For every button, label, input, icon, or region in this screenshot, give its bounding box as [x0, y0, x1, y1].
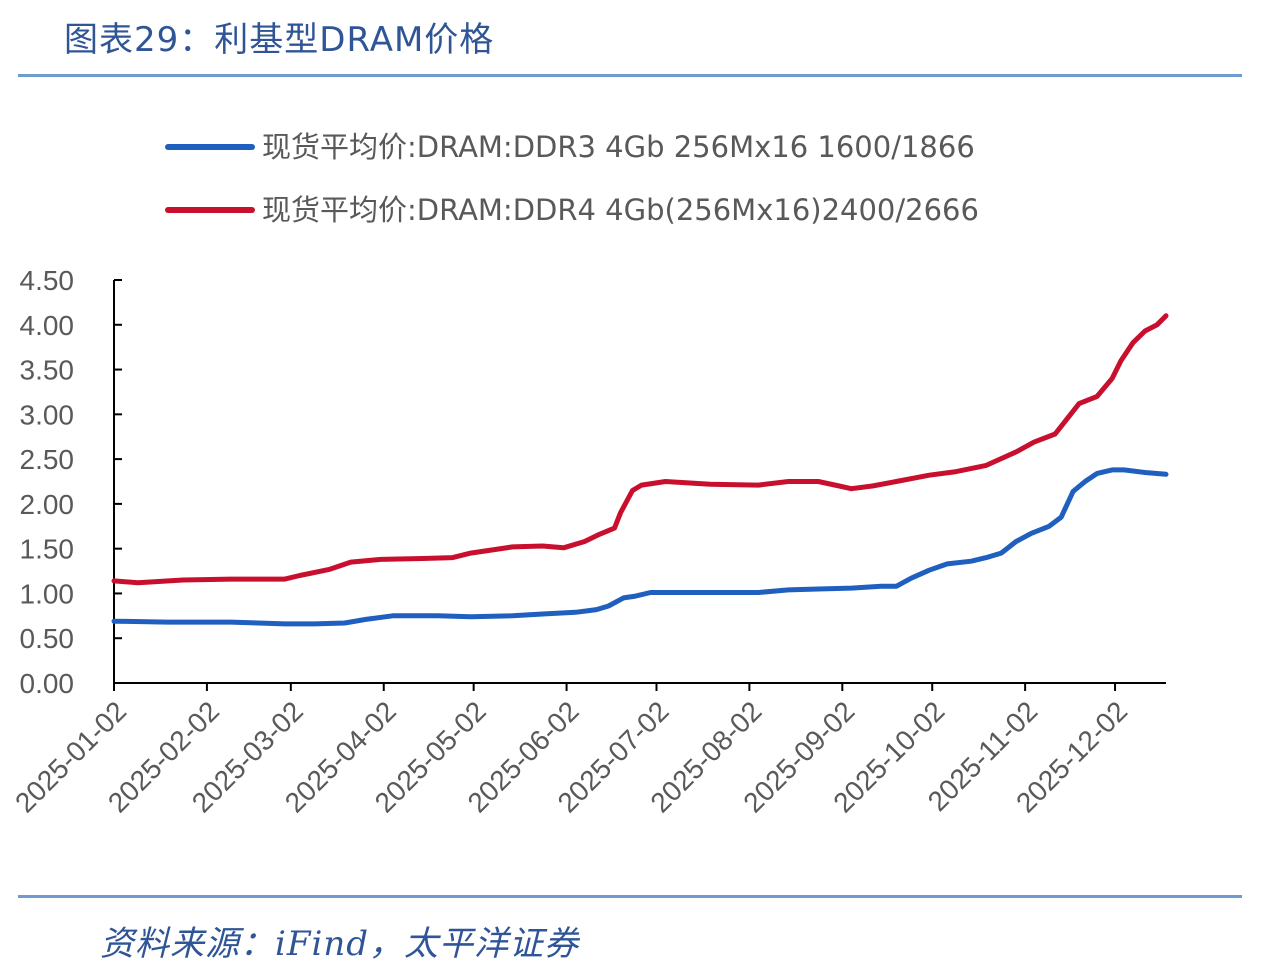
y-tick-label: 4.50 [20, 265, 75, 296]
figure-title: 图表29：利基型DRAM价格 [64, 20, 495, 60]
y-tick-label: 3.00 [20, 399, 75, 430]
source-divider [18, 895, 1242, 898]
title-divider [18, 74, 1242, 77]
y-tick-label: 0.50 [20, 623, 75, 654]
y-tick-label: 2.50 [20, 444, 75, 475]
chart-legend: 现货平均价:DRAM:DDR3 4Gb 256Mx16 1600/1866 现货平… [165, 130, 979, 227]
series-line-ddr4 [111, 313, 1169, 586]
plot-area: 0.00 0.50 1.00 1.50 2.00 2.50 3.00 3.50 4.00 4.50… [9, 265, 1169, 819]
y-tick-label: 0.00 [20, 668, 75, 699]
y-tick-label: 1.00 [20, 578, 75, 609]
legend-label: 现货平均价:DRAM:DDR3 4Gb 256Mx16 1600/1866 [262, 130, 975, 164]
y-tick-label: 4.00 [20, 310, 75, 341]
series-line-ddr3 [111, 467, 1169, 627]
y-tick-label: 1.50 [20, 534, 75, 565]
source-note: 资料来源：iFind，太平洋证券 [100, 924, 580, 964]
legend-label: 现货平均价:DRAM:DDR4 4Gb(256Mx16)2400/2666 [262, 193, 979, 227]
y-tick-label: 2.00 [20, 489, 75, 520]
y-tick-label: 3.50 [20, 355, 75, 386]
